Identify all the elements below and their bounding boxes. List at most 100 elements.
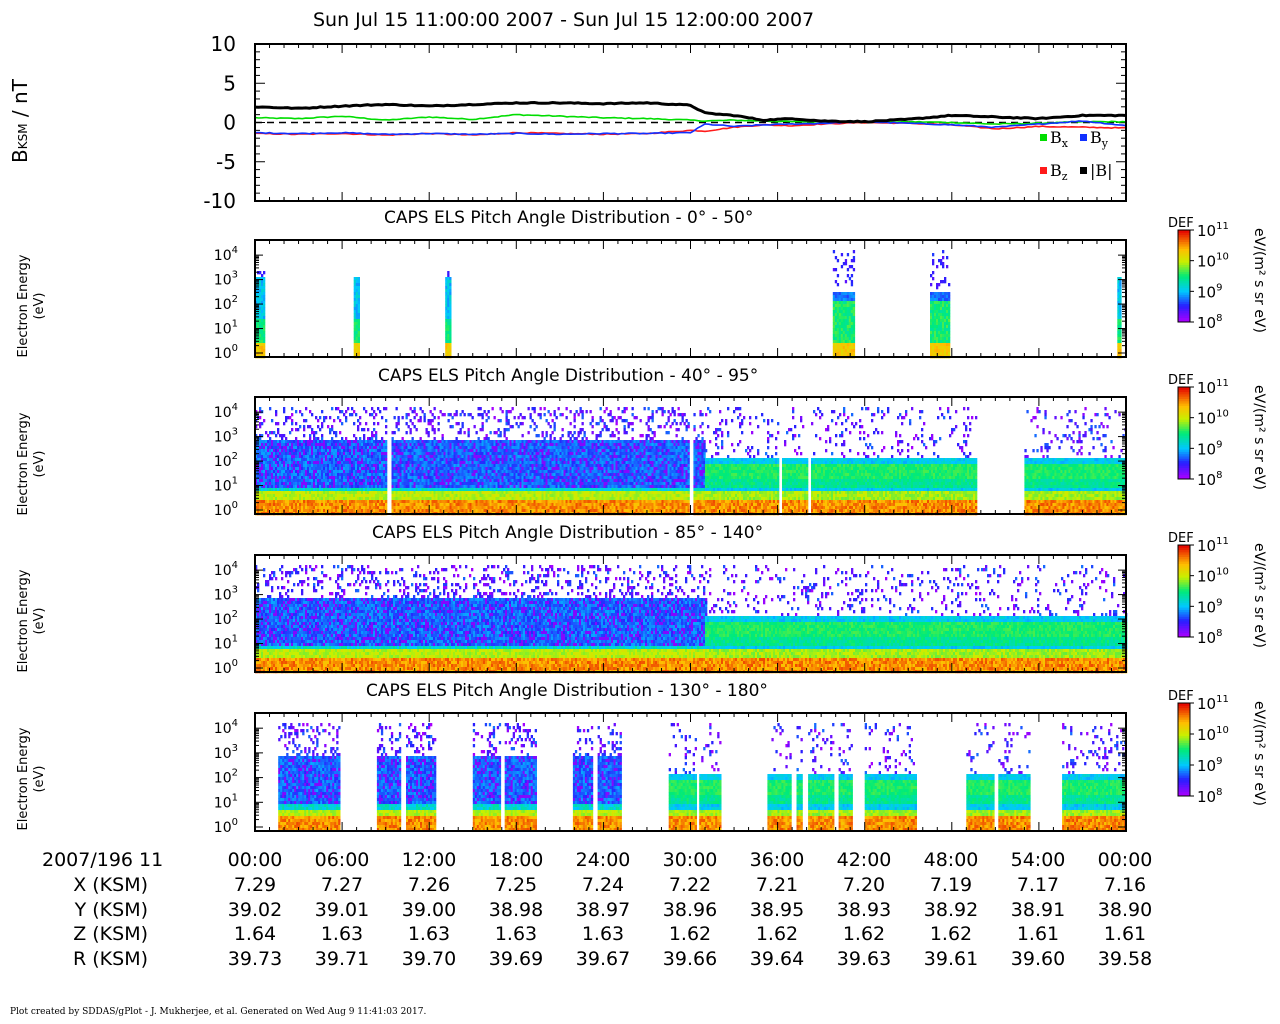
spectrogram-2 <box>255 407 1127 515</box>
ephemeris-value: 39.67 <box>563 948 643 970</box>
ephemeris-value: 39.61 <box>911 948 991 970</box>
energy-ytick-label: 104 <box>214 402 238 421</box>
colorbar-tick-label: 1011 <box>1197 694 1229 713</box>
energy-ytick-label: 100 <box>214 658 238 677</box>
ephemeris-time: 18:00 <box>476 849 556 871</box>
svg-text:By: By <box>1090 128 1109 150</box>
ephemeris-value: 39.00 <box>389 899 469 921</box>
colorbar-tick-label: 108 <box>1197 313 1222 332</box>
energy-ytick-label: 101 <box>214 792 238 811</box>
ephemeris-value: 39.70 <box>389 948 469 970</box>
mag-ytick-label: 0 <box>223 111 236 135</box>
energy-ytick-label: 101 <box>214 476 238 495</box>
energy-ytick-label: 103 <box>214 743 238 762</box>
colorbar-unit: eV/(m² s sr eV) <box>1251 385 1267 490</box>
ephemeris-value: 7.21 <box>737 874 817 896</box>
ephemeris-value: 7.26 <box>389 874 469 896</box>
ephemeris-row-label: Y (KSM) <box>0 899 148 921</box>
ephemeris-value: 1.63 <box>563 923 643 945</box>
footer-credit: Plot created by SDDAS/gPlot - J. Mukherj… <box>10 1007 426 1017</box>
legend-entry: Bz <box>1040 161 1068 183</box>
ephemeris-value: 39.71 <box>302 948 382 970</box>
energy-ytick-label: 103 <box>214 270 238 289</box>
legend-entry: |B| <box>1080 161 1113 180</box>
colorbar-tick-label: 108 <box>1197 470 1222 489</box>
ephemeris-value: 1.61 <box>998 923 1078 945</box>
mag-ytick-label: 5 <box>223 71 236 95</box>
ephemeris-value: 38.98 <box>476 899 556 921</box>
ephemeris-value: 39.58 <box>1085 948 1165 970</box>
ephemeris-time: 30:00 <box>650 849 730 871</box>
colorbar-tick-label: 109 <box>1197 597 1222 616</box>
colorbar-tick-label: 1010 <box>1197 409 1229 428</box>
ephemeris-value: 38.90 <box>1085 899 1165 921</box>
ephemeris-value: 7.29 <box>215 874 295 896</box>
colorbar-tick-label: 1011 <box>1197 536 1229 555</box>
ephemeris-time: 06:00 <box>302 849 382 871</box>
ephemeris-value: 1.64 <box>215 923 295 945</box>
spectrogram-frame-1 <box>255 240 1126 357</box>
ephemeris-row-label: R (KSM) <box>0 948 148 970</box>
ephemeris-value: 39.73 <box>215 948 295 970</box>
ephemeris-value: 38.97 <box>563 899 643 921</box>
spectrogram-1 <box>255 250 1122 358</box>
colorbar-label: DEF <box>1168 216 1194 231</box>
ephemeris-row-label: X (KSM) <box>0 874 148 896</box>
colorbar-tick-label: 108 <box>1197 628 1222 647</box>
colorbar-label: DEF <box>1168 689 1194 704</box>
ephemeris-value: 38.95 <box>737 899 817 921</box>
spectrogram-3 <box>255 565 1127 673</box>
ephemeris-value: 1.62 <box>824 923 904 945</box>
spectrogram-4 <box>278 723 1126 831</box>
legend-entry: By <box>1080 128 1109 150</box>
colorbar-1 <box>1178 230 1190 323</box>
ephemeris-value: 39.60 <box>998 948 1078 970</box>
energy-ytick-label: 103 <box>214 585 238 604</box>
svg-text:|B|: |B| <box>1090 161 1113 180</box>
ephemeris-time: 00:00 <box>1085 849 1165 871</box>
colorbar-tick-label: 109 <box>1197 756 1222 775</box>
svg-text:Bz: Bz <box>1050 161 1068 183</box>
ephemeris-value: 1.63 <box>302 923 382 945</box>
energy-ytick-label: 102 <box>214 609 238 628</box>
mag-ytick-label: 10 <box>211 32 236 56</box>
ephemeris-value: 7.20 <box>824 874 904 896</box>
colorbar-unit: eV/(m² s sr eV) <box>1251 228 1267 333</box>
colorbar-tick-label: 1010 <box>1197 252 1229 271</box>
colorbar-label: DEF <box>1168 531 1194 546</box>
energy-ytick-label: 104 <box>214 245 238 264</box>
ephemeris-time: 54:00 <box>998 849 1078 871</box>
energy-ytick-label: 100 <box>214 500 238 519</box>
colorbar-4 <box>1178 703 1190 797</box>
colorbar-unit: eV/(m² s sr eV) <box>1251 701 1267 806</box>
colorbar-label: DEF <box>1168 373 1194 388</box>
ephemeris-value: 1.63 <box>389 923 469 945</box>
ephemeris-time: 00:00 <box>215 849 295 871</box>
ephemeris-value: 7.22 <box>650 874 730 896</box>
ephemeris-value: 39.02 <box>215 899 295 921</box>
energy-ytick-label: 104 <box>214 560 238 579</box>
ephemeris-value: 1.62 <box>911 923 991 945</box>
colorbar-3 <box>1178 545 1190 638</box>
ephemeris-value: 7.25 <box>476 874 556 896</box>
ephemeris-value: 39.01 <box>302 899 382 921</box>
ephemeris-value: 38.91 <box>998 899 1078 921</box>
ephemeris-value: 1.63 <box>476 923 556 945</box>
energy-ytick-label: 102 <box>214 451 238 470</box>
ephemeris-time: 24:00 <box>563 849 643 871</box>
colorbar-2 <box>1178 387 1190 480</box>
ephemeris-value: 7.17 <box>998 874 1078 896</box>
energy-ytick-label: 100 <box>214 817 238 836</box>
ephemeris-value: 39.69 <box>476 948 556 970</box>
energy-ytick-label: 102 <box>214 294 238 313</box>
colorbar-tick-label: 1011 <box>1197 221 1229 240</box>
ephemeris-time: 36:00 <box>737 849 817 871</box>
colorbar-tick-label: 108 <box>1197 787 1222 806</box>
colorbar-tick-label: 1010 <box>1197 725 1229 744</box>
mag-ytick-label: -5 <box>216 150 236 174</box>
energy-ytick-label: 103 <box>214 427 238 446</box>
energy-ytick-label: 101 <box>214 634 238 653</box>
ephemeris-value: 1.61 <box>1085 923 1165 945</box>
energy-ytick-label: 102 <box>214 768 238 787</box>
ephemeris-value: 39.64 <box>737 948 817 970</box>
